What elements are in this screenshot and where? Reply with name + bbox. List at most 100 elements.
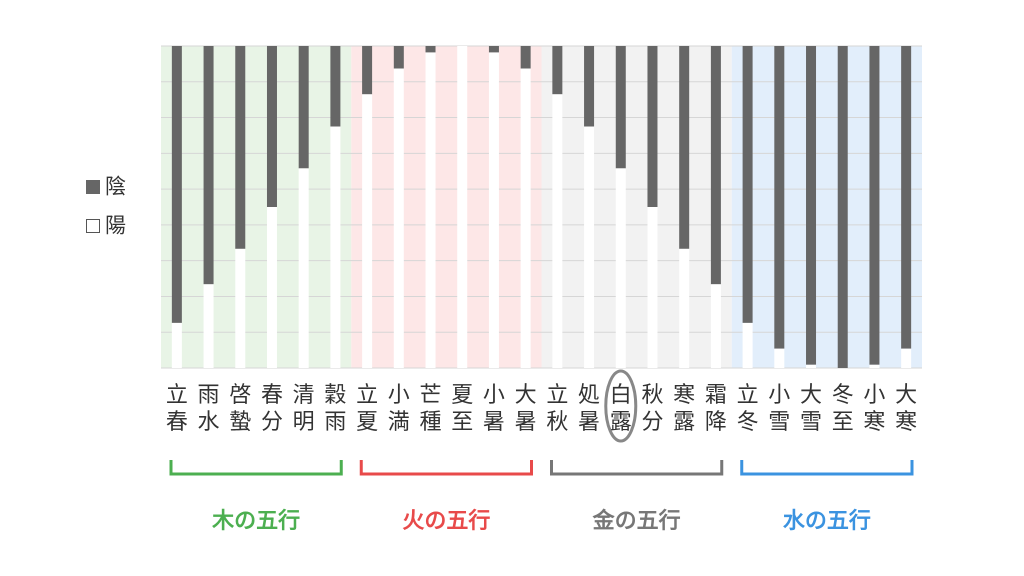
- yang-bar-20: [806, 364, 817, 368]
- group-label-1: 火の五行: [402, 508, 490, 534]
- gridlines: [161, 45, 922, 369]
- yang-bar-3: [266, 207, 277, 368]
- category-label-11-0: 大: [515, 383, 537, 408]
- yin-bar-14: [615, 46, 626, 169]
- category-label-1-0: 雨: [198, 383, 220, 408]
- yang-bar-16: [679, 248, 690, 368]
- category-label-8-1: 種: [420, 410, 442, 435]
- category-label-16-0: 寒: [673, 383, 695, 408]
- category-labels: 立春雨水啓蟄春分清明穀雨立夏小満芒種夏至小暑大暑立秋処暑白露秋分寒露霜降立冬小雪…: [166, 369, 917, 443]
- yin-bar-7: [393, 46, 404, 69]
- category-label-16-1: 露: [673, 410, 695, 435]
- category-label-1-1: 水: [198, 410, 220, 435]
- category-label-15-1: 分: [641, 410, 663, 435]
- group-bracket-2: [550, 460, 724, 476]
- category-label-22-1: 寒: [863, 410, 885, 435]
- category-label-2-1: 蟄: [229, 410, 251, 435]
- yang-bar-14: [615, 168, 626, 368]
- yin-bar-23: [901, 46, 912, 349]
- category-label-6-0: 立: [356, 383, 378, 408]
- category-label-18-0: 立: [737, 383, 759, 408]
- group-brackets: 木の五行 火の五行 金の五行 水の五行: [169, 460, 914, 534]
- category-label-23-0: 大: [895, 383, 917, 408]
- yang-bar-12: [552, 94, 563, 369]
- yin-bar-18: [742, 46, 753, 323]
- yin-bar-10: [488, 46, 499, 53]
- yin-bar-19: [774, 46, 785, 349]
- category-label-6-1: 夏: [356, 410, 378, 435]
- group-background-0: [161, 46, 352, 368]
- category-label-19-0: 小: [768, 383, 790, 408]
- category-label-5-0: 穀: [324, 383, 346, 408]
- plot-backgrounds: [161, 46, 922, 368]
- category-label-11-1: 暑: [515, 410, 537, 435]
- group-background-3: [731, 46, 922, 368]
- category-label-18-1: 冬: [737, 410, 759, 435]
- yang-bar-13: [584, 126, 595, 368]
- group-background-1: [351, 46, 542, 368]
- legend-yin: 陰: [86, 176, 126, 198]
- bars: [171, 46, 912, 369]
- legend-yang-label: 陽: [105, 213, 126, 238]
- yang-bar-1: [203, 284, 214, 368]
- category-label-14-1: 露: [610, 410, 632, 435]
- group-bracket-3: [740, 460, 914, 476]
- category-label-3-0: 春: [261, 383, 283, 408]
- yin-bar-20: [806, 46, 817, 365]
- category-label-13-1: 暑: [578, 410, 600, 435]
- category-label-4-1: 明: [293, 410, 315, 435]
- yang-bar-7: [393, 68, 404, 368]
- yang-bar-11: [520, 68, 531, 368]
- category-label-10-0: 小: [483, 383, 505, 408]
- category-label-23-1: 寒: [895, 410, 917, 435]
- category-label-15-0: 秋: [641, 383, 663, 408]
- category-label-20-0: 大: [800, 383, 822, 408]
- yin-bar-6: [362, 46, 373, 95]
- yin-bar-12: [552, 46, 563, 95]
- category-label-8-0: 芒: [420, 383, 442, 408]
- yang-bar-6: [362, 94, 373, 369]
- group-bracket-0: [169, 460, 343, 476]
- category-label-0-0: 立: [166, 383, 188, 408]
- category-label-5-1: 雨: [324, 410, 346, 435]
- category-label-17-1: 降: [705, 410, 727, 435]
- category-label-7-1: 満: [388, 410, 410, 435]
- yang-swatch: [86, 219, 100, 233]
- yang-bar-4: [298, 168, 309, 368]
- category-label-21-0: 冬: [832, 383, 854, 408]
- yang-bar-19: [774, 348, 785, 368]
- category-label-14-0: 白: [610, 383, 632, 408]
- category-label-9-0: 夏: [451, 383, 473, 408]
- yang-bar-2: [235, 248, 246, 368]
- yin-swatch: [86, 180, 100, 194]
- group-bracket-1: [359, 460, 533, 476]
- legend-yang: 陽: [86, 215, 126, 237]
- category-label-0-1: 春: [166, 410, 188, 435]
- yin-bar-1: [203, 46, 214, 285]
- category-label-2-0: 啓: [229, 383, 251, 408]
- category-label-12-0: 立: [546, 383, 568, 408]
- yang-bar-15: [647, 207, 658, 368]
- group-label-0: 木の五行: [211, 508, 300, 534]
- yang-bar-23: [901, 348, 912, 368]
- yin-bar-17: [710, 46, 721, 285]
- yin-bar-3: [266, 46, 277, 207]
- category-label-19-1: 雪: [768, 410, 790, 435]
- yin-bar-13: [584, 46, 595, 127]
- yang-bar-5: [330, 126, 341, 368]
- group-label-2: 金の五行: [592, 508, 681, 534]
- yin-bar-11: [520, 46, 531, 69]
- yang-bar-22: [869, 364, 880, 368]
- highlight-circle: [604, 369, 638, 443]
- category-label-13-0: 処: [578, 383, 600, 408]
- legend-yin-label: 陰: [105, 174, 126, 199]
- yin-bar-22: [869, 46, 880, 365]
- category-label-7-0: 小: [388, 383, 410, 408]
- category-label-12-1: 秋: [546, 410, 568, 435]
- yang-bar-0: [171, 322, 182, 368]
- category-label-21-1: 至: [832, 410, 854, 435]
- yin-bar-4: [298, 46, 309, 169]
- category-label-10-1: 暑: [483, 410, 505, 435]
- yang-bar-18: [742, 322, 753, 368]
- yin-bar-5: [330, 46, 341, 127]
